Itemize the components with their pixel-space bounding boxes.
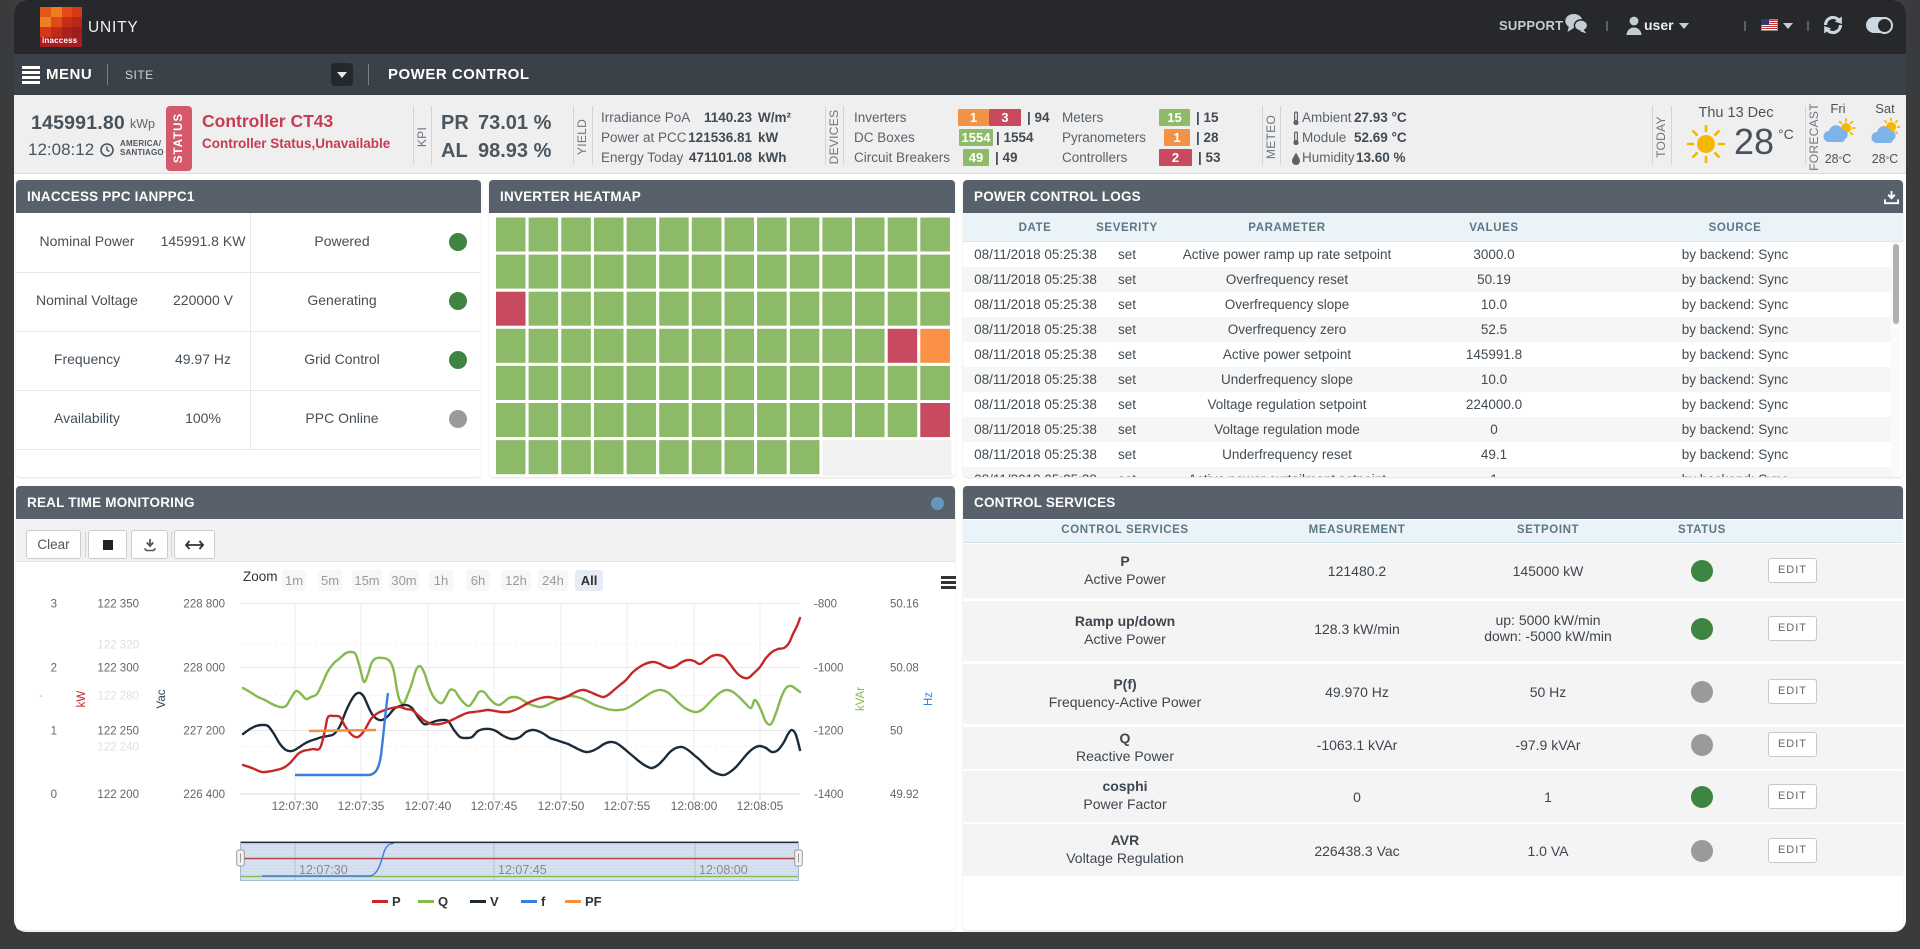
- svg-text:2: 2: [51, 663, 57, 675]
- svg-text:122 300: 122 300: [97, 663, 139, 675]
- svg-text:12:07:50: 12:07:50: [538, 799, 585, 813]
- svg-text:12:08:00: 12:08:00: [699, 863, 748, 877]
- svg-text:-1000: -1000: [814, 663, 843, 675]
- svg-text:12:07:45: 12:07:45: [498, 863, 547, 877]
- svg-text:Vac: Vac: [156, 689, 168, 708]
- svg-text:228 000: 228 000: [183, 663, 225, 675]
- svg-text:Hz: Hz: [923, 692, 935, 706]
- svg-text:1: 1: [51, 726, 57, 738]
- svg-text:50.08: 50.08: [890, 663, 919, 675]
- svg-text:-1200: -1200: [814, 726, 843, 738]
- svg-text:12:08:05: 12:08:05: [737, 799, 784, 813]
- svg-text:122 240: 122 240: [97, 742, 139, 754]
- svg-text:0: 0: [51, 789, 57, 801]
- svg-text:3: 3: [51, 599, 57, 611]
- svg-text:122 250: 122 250: [97, 726, 139, 738]
- svg-text:122 200: 122 200: [97, 789, 139, 801]
- svg-text:49.92: 49.92: [890, 789, 919, 801]
- svg-text:12:08:00: 12:08:00: [671, 799, 718, 813]
- svg-text:kW: kW: [76, 691, 88, 708]
- svg-text:12:07:30: 12:07:30: [299, 863, 348, 877]
- svg-text:122 350: 122 350: [97, 599, 139, 611]
- svg-text:12:07:45: 12:07:45: [471, 799, 518, 813]
- svg-text:kVAr: kVAr: [855, 687, 867, 711]
- svg-text:228 800: 228 800: [183, 599, 225, 611]
- svg-text:12:07:40: 12:07:40: [405, 799, 452, 813]
- svg-text:-800: -800: [814, 599, 837, 611]
- svg-text:12:07:55: 12:07:55: [604, 799, 651, 813]
- svg-text:226 400: 226 400: [183, 789, 225, 801]
- svg-text:12:07:35: 12:07:35: [338, 799, 385, 813]
- svg-text:50.16: 50.16: [890, 599, 919, 611]
- svg-text:12:07:30: 12:07:30: [272, 799, 319, 813]
- svg-text:50: 50: [890, 726, 903, 738]
- svg-text:227 200: 227 200: [183, 726, 225, 738]
- svg-text:-: -: [39, 690, 43, 702]
- svg-text:-1400: -1400: [814, 789, 843, 801]
- svg-text:122 320: 122 320: [97, 640, 139, 652]
- svg-text:122 280: 122 280: [97, 691, 139, 703]
